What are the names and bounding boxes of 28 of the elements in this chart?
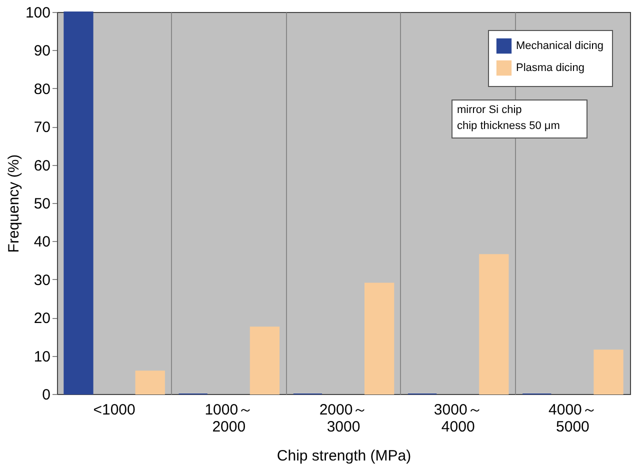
bar	[135, 370, 165, 394]
legend-label: Mechanical dicing	[516, 40, 604, 52]
y-tick-label: 70	[34, 119, 50, 136]
annotation: mirror Si chip	[457, 104, 522, 116]
legend-label: Plasma dicing	[516, 62, 584, 74]
x-tick-label: 1000～2000	[204, 402, 254, 436]
bar	[364, 282, 394, 394]
x-axis-title: Chip strength (MPa)	[276, 448, 412, 464]
x-tick-label: 4000～5000	[548, 402, 597, 436]
y-tick-label: 90	[34, 42, 50, 60]
y-tick-label: 30	[34, 272, 50, 289]
y-tick-label: 60	[34, 157, 50, 174]
x-tick-label: 2000～3000	[319, 402, 368, 436]
bar	[250, 326, 280, 394]
y-tick-label: 10	[34, 348, 50, 366]
bar	[594, 350, 624, 394]
annotation: chip thickness 50 μm	[457, 120, 560, 132]
y-tick-label: 0	[42, 386, 50, 404]
y-tick-label: 80	[34, 80, 50, 98]
bar	[479, 254, 509, 394]
x-tick-label: <1000	[93, 402, 136, 418]
bar	[64, 12, 94, 394]
y-tick-label: 50	[34, 196, 50, 212]
y-tick-label: 100	[25, 4, 50, 22]
y-tick-label: 20	[34, 310, 50, 328]
y-tick-label: 40	[34, 234, 50, 251]
x-tick-label: 3000～4000	[434, 402, 482, 436]
y-axis-title: Frequency (%)	[5, 154, 22, 253]
